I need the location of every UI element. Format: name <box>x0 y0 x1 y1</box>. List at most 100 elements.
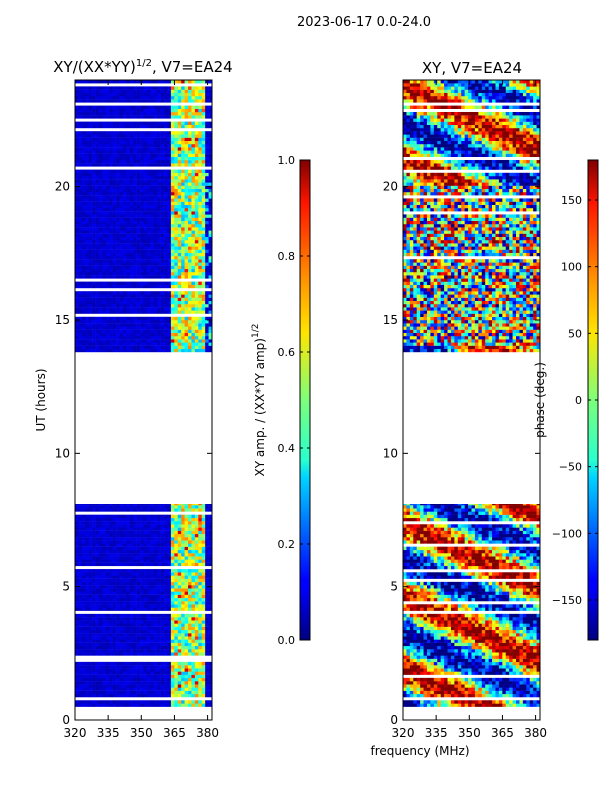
heatmap-cell <box>81 320 86 324</box>
heatmap-cell <box>184 246 189 250</box>
heatmap-cell <box>133 661 137 666</box>
heatmap-cell <box>81 572 86 576</box>
heatmap-cell <box>133 134 137 138</box>
heatmap-cell <box>98 597 103 602</box>
heatmap-cell <box>205 559 209 563</box>
heatmap-cell <box>160 649 165 653</box>
heatmap-cell <box>191 585 196 589</box>
heatmap-cell <box>78 252 83 257</box>
heatmap-cell <box>184 156 189 161</box>
heatmap-cell <box>146 188 151 193</box>
heatmap-cell <box>140 693 144 698</box>
heatmap-cell <box>136 514 141 519</box>
heatmap-cell <box>191 652 196 656</box>
heatmap-cell <box>167 556 172 560</box>
heatmap-cell <box>92 617 96 621</box>
heatmap-cell <box>75 639 79 643</box>
heatmap-cell <box>129 575 134 579</box>
heatmap-cell <box>188 687 192 691</box>
heatmap-cell <box>88 281 93 285</box>
amplitude-heatmap-panel: XY/(XX*YY)1/2, V7=EA24 320 335 350 365 38005… <box>34 58 233 740</box>
heatmap-cell <box>177 652 182 656</box>
heatmap-cell <box>177 623 182 627</box>
heatmap-cell <box>126 505 131 509</box>
heatmap-cell <box>88 533 93 538</box>
heatmap-cell <box>191 275 196 279</box>
heatmap-cell <box>157 639 161 643</box>
heatmap-cell <box>136 220 141 225</box>
heatmap-cell <box>75 636 79 640</box>
heatmap-cell <box>143 549 148 554</box>
heatmap-cell <box>136 623 141 627</box>
heatmap-cell <box>201 508 206 512</box>
heatmap-cell <box>188 348 192 353</box>
heatmap-cell <box>146 703 151 707</box>
heatmap-cell <box>205 265 209 269</box>
heatmap-cell <box>102 521 107 525</box>
heatmap-cell <box>122 521 127 525</box>
heatmap-cell <box>133 639 137 643</box>
heatmap-cell <box>122 348 127 353</box>
heatmap-cell <box>164 693 168 698</box>
heatmap-cell <box>146 649 151 653</box>
heatmap-cell <box>102 294 107 298</box>
heatmap-cell <box>88 236 93 241</box>
heatmap-cell <box>177 160 182 164</box>
heatmap-cell <box>208 211 213 215</box>
heatmap-cell <box>95 336 100 340</box>
heatmap-cell <box>133 585 137 589</box>
heatmap-cell <box>119 620 124 624</box>
heatmap-cell <box>198 569 203 573</box>
heatmap-cell <box>81 626 86 631</box>
heatmap-cell <box>136 562 141 567</box>
heatmap-cell <box>88 185 93 189</box>
heatmap-cell <box>78 677 83 682</box>
heatmap-cell <box>98 642 103 647</box>
heatmap-cell <box>133 121 137 125</box>
heatmap-cell <box>181 617 185 621</box>
heatmap-cell <box>85 156 89 161</box>
heatmap-cell <box>140 546 144 551</box>
heatmap-cell <box>170 307 175 311</box>
heatmap-cell <box>167 323 172 327</box>
heatmap-cell <box>188 645 192 650</box>
heatmap-cell <box>167 336 172 340</box>
heatmap-cell <box>78 179 83 183</box>
heatmap-cell <box>116 661 120 666</box>
heatmap-cell <box>136 652 141 656</box>
heatmap-cell <box>88 521 93 525</box>
heatmap-cell <box>174 227 179 231</box>
heatmap-cell <box>119 508 124 512</box>
heatmap-cell <box>105 256 110 260</box>
heatmap-cell <box>150 220 155 225</box>
heatmap-cell <box>116 527 120 531</box>
heatmap-cell <box>198 684 203 688</box>
heatmap-cell <box>177 326 182 330</box>
heatmap-cell <box>188 546 192 551</box>
heatmap-cell <box>75 124 79 129</box>
heatmap-cell <box>201 284 206 289</box>
heatmap-cell <box>167 332 172 337</box>
heatmap-cell <box>109 332 113 337</box>
heatmap-cell <box>177 668 182 672</box>
heatmap-cell <box>116 240 120 244</box>
heatmap-cell <box>194 281 199 285</box>
heatmap-cell <box>105 581 110 586</box>
heatmap-cell <box>92 316 96 321</box>
heatmap-cell <box>126 220 131 225</box>
heatmap-cell <box>112 160 117 164</box>
heatmap-cell <box>119 629 124 634</box>
heatmap-cell <box>78 156 83 161</box>
heatmap-cell <box>170 649 175 653</box>
heatmap-cell <box>112 204 117 209</box>
heatmap-cell <box>78 281 83 285</box>
heatmap-cell <box>157 211 161 215</box>
heatmap-cell <box>188 629 192 634</box>
heatmap-cell <box>116 323 120 327</box>
heatmap-cell <box>167 604 172 608</box>
heatmap-cell <box>85 549 89 554</box>
heatmap-cell <box>208 674 213 679</box>
heatmap-cell <box>170 134 175 138</box>
heatmap-cell <box>112 208 117 212</box>
heatmap-cell <box>116 690 120 695</box>
